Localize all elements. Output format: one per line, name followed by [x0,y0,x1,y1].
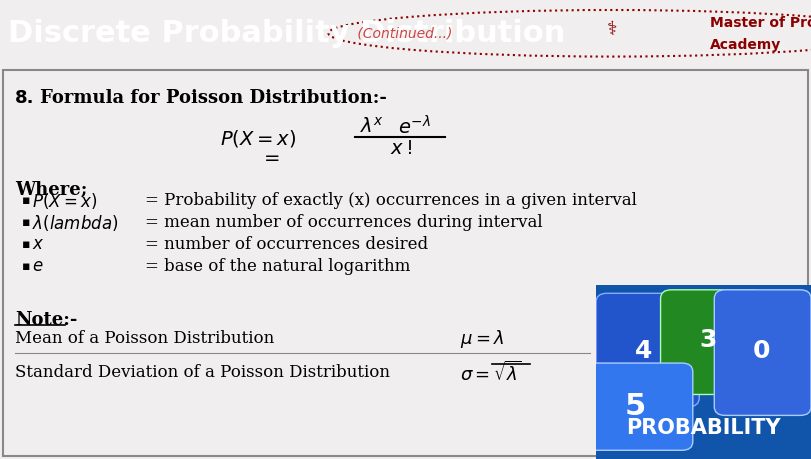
Text: Where;: Where; [15,181,88,199]
Text: Formula for Poisson Distribution:-: Formula for Poisson Distribution:- [40,89,387,106]
FancyBboxPatch shape [661,290,764,394]
Text: $e^{-\lambda}$: $e^{-\lambda}$ [398,115,431,138]
Text: Discrete Probability Distribution: Discrete Probability Distribution [8,19,565,48]
FancyBboxPatch shape [586,363,693,450]
Text: 3: 3 [699,328,717,353]
Text: 8.: 8. [15,89,35,106]
Text: = mean number of occurrences during interval: = mean number of occurrences during inte… [145,214,543,231]
Text: 4: 4 [635,339,652,363]
Text: PROBABILITY: PROBABILITY [626,418,781,437]
Text: 5: 5 [624,392,646,421]
Text: $e$: $e$ [32,258,44,275]
Text: (Continued...): (Continued...) [353,26,453,40]
Text: 0: 0 [753,339,770,363]
Text: = number of occurrences desired: = number of occurrences desired [145,236,428,253]
Text: = Probability of exactly (x) occurrences in a given interval: = Probability of exactly (x) occurrences… [145,192,637,209]
Text: Master of Project: Master of Project [710,16,811,30]
Text: $P(X = x)$: $P(X = x)$ [220,128,296,149]
Text: $x$: $x$ [32,236,45,253]
Text: Mean of a Poisson Distribution: Mean of a Poisson Distribution [15,330,274,347]
Text: $\mu = \lambda$: $\mu = \lambda$ [460,328,504,350]
Text: ▪: ▪ [22,260,31,273]
FancyBboxPatch shape [596,293,699,407]
Text: $\lambda^x$: $\lambda^x$ [360,117,384,137]
Text: $=$: $=$ [260,148,280,166]
Text: ▪: ▪ [22,216,31,229]
Text: ▪: ▪ [22,238,31,251]
Text: Academy: Academy [710,38,781,52]
Text: ▪: ▪ [22,194,31,207]
FancyBboxPatch shape [596,285,811,459]
Text: ⚕: ⚕ [607,21,617,39]
Text: $x\,!$: $x\,!$ [390,140,412,157]
Text: $P(X = x)$: $P(X = x)$ [32,190,97,211]
Text: = base of the natural logarithm: = base of the natural logarithm [145,258,410,275]
Text: Standard Deviation of a Poisson Distribution: Standard Deviation of a Poisson Distribu… [15,364,390,381]
Text: $\lambda(lambda)$: $\lambda(lambda)$ [32,213,118,233]
FancyBboxPatch shape [714,290,811,415]
Text: Note:-: Note:- [15,311,77,329]
Text: $\sigma = \sqrt{\lambda}$: $\sigma = \sqrt{\lambda}$ [460,361,521,385]
